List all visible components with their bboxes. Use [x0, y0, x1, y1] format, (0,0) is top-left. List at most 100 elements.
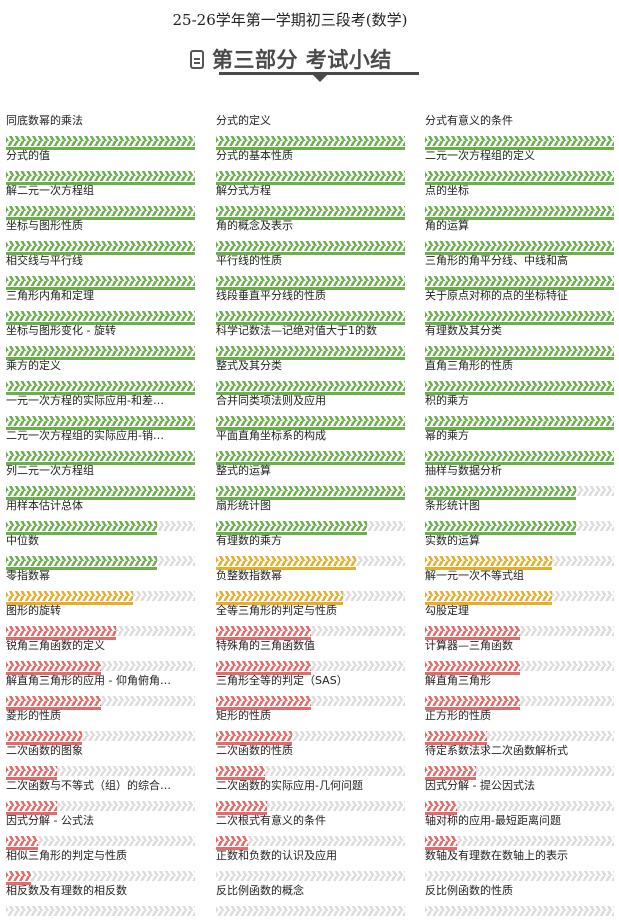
topic-label: 分式有意义的条件 — [425, 114, 513, 127]
progress-fill — [216, 206, 405, 220]
topic-label: 点的坐标 — [425, 184, 469, 197]
mastery-progress-bar — [425, 731, 614, 745]
topic-label: 待定系数法求二次函数解析式 — [425, 744, 568, 757]
mastery-progress-bar — [6, 381, 195, 395]
topic-label: 整式及其分类 — [216, 359, 282, 372]
topic-label: 一元一次方程的实际应用-和差… — [6, 394, 164, 407]
topic-item: 正方形的性质 — [425, 705, 614, 745]
progress-fill — [216, 766, 266, 780]
topic-label: 反比例函数的性质 — [425, 884, 513, 897]
topic-label: 二次函数的图象 — [6, 744, 83, 757]
topic-item: 坐标与图形变化 - 旋转 — [6, 320, 195, 360]
topic-label: 有理数及其分类 — [425, 324, 502, 337]
topic-label: 分式的值 — [6, 149, 50, 162]
topic-label: 整式的运算 — [216, 464, 271, 477]
progress-fill — [6, 556, 158, 570]
topic-label: 坐标与图形性质 — [6, 219, 83, 232]
topic-item: 二次函数的性质 — [216, 740, 405, 780]
progress-fill — [216, 591, 343, 605]
topic-label: 数轴及有理数在数轴上的表示 — [425, 849, 568, 862]
progress-track — [6, 836, 195, 846]
topic-item: 二次函数的实际应用-几何问题 — [216, 775, 405, 815]
progress-fill — [216, 171, 405, 185]
progress-fill — [216, 451, 405, 465]
section-title: 第三部分 考试小结 — [212, 48, 392, 72]
mastery-progress-bar — [425, 661, 614, 675]
mastery-progress-bar — [6, 451, 195, 465]
mastery-progress-bar — [425, 451, 614, 465]
topic-label: 相反数及有理数的相反数 — [6, 884, 127, 897]
progress-fill — [425, 311, 614, 325]
topic-label: 相似三角形的判定与性质 — [6, 849, 127, 862]
topic-label: 分式的定义 — [216, 114, 271, 127]
progress-fill — [216, 416, 405, 430]
mastery-progress-bar — [216, 451, 405, 465]
progress-fill — [425, 241, 614, 255]
progress-fill — [425, 416, 614, 430]
progress-track — [425, 766, 614, 776]
topic-label: 勾股定理 — [425, 604, 469, 617]
progress-track — [6, 801, 195, 811]
topic-label: 相交线与平行线 — [6, 254, 83, 267]
progress-fill — [6, 381, 195, 395]
mastery-progress-bar — [6, 346, 195, 360]
progress-fill — [6, 311, 195, 325]
progress-fill — [6, 451, 195, 465]
topic-item: 三角形全等的判定（SAS） — [216, 670, 405, 710]
topic-label: 抽样与数据分析 — [425, 464, 502, 477]
mastery-progress-bar — [425, 766, 614, 780]
mastery-progress-bar — [6, 591, 195, 605]
topic-item: 平面直角坐标系的构成 — [216, 425, 405, 465]
topic-item: 轴对称的应用-最短距离问题 — [425, 810, 614, 850]
topic-item: 分式的定义 — [216, 110, 405, 150]
mastery-progress-bar — [216, 801, 405, 815]
mastery-progress-bar — [216, 556, 405, 570]
progress-fill — [6, 136, 195, 150]
topic-item: 待定系数法求二次函数解析式 — [425, 740, 614, 780]
mastery-progress-bar — [6, 416, 195, 430]
progress-track — [216, 801, 405, 811]
section-header: 第三部分 考试小结 — [190, 44, 392, 74]
mastery-progress-bar — [425, 416, 614, 430]
topic-item: 三角形的角平分线、中线和高 — [425, 250, 614, 290]
mastery-progress-bar — [216, 276, 405, 290]
topic-item: 二次函数的图象 — [6, 740, 195, 780]
topic-item: 用样本估计总体 — [6, 495, 195, 535]
topic-item: 三角形内角和定理 — [6, 285, 195, 325]
topic-item: 科学记数法—记绝对值大于1的数 — [216, 320, 405, 360]
topic-label: 合并同类项法则及应用 — [216, 394, 326, 407]
topic-label: 实数的运算 — [425, 534, 480, 547]
topic-label: 二次根式有意义的条件 — [216, 814, 326, 827]
progress-fill — [6, 206, 195, 220]
topic-item: 抽样与数据分析 — [425, 460, 614, 500]
progress-track — [6, 871, 195, 881]
topic-item: 二元一次方程组的定义 — [425, 145, 614, 185]
mastery-progress-bar — [6, 556, 195, 570]
progress-fill — [425, 486, 577, 500]
mastery-progress-bar — [6, 871, 195, 885]
progress-fill — [6, 801, 58, 815]
section-underline — [219, 72, 419, 75]
progress-track — [216, 906, 405, 916]
progress-fill — [425, 521, 577, 535]
progress-fill — [216, 521, 368, 535]
topic-label: 角的运算 — [425, 219, 469, 232]
progress-track — [216, 871, 405, 881]
progress-fill — [216, 486, 405, 500]
progress-fill — [425, 556, 552, 570]
mastery-progress-bar — [216, 906, 405, 920]
topic-item: 整式的运算 — [216, 460, 405, 500]
progress-fill — [425, 591, 552, 605]
progress-track — [425, 731, 614, 741]
mastery-progress-bar — [425, 381, 614, 395]
progress-fill — [6, 276, 195, 290]
progress-fill — [216, 311, 405, 325]
progress-fill — [425, 766, 477, 780]
mastery-progress-bar — [6, 731, 195, 745]
progress-track — [425, 801, 614, 811]
mastery-progress-bar — [6, 836, 195, 850]
topic-item: 计算器—三角函数 — [425, 635, 614, 675]
topic-item: 坐标与图形性质 — [6, 215, 195, 255]
progress-track — [6, 906, 195, 916]
topic-label: 矩形的性质 — [216, 709, 271, 722]
